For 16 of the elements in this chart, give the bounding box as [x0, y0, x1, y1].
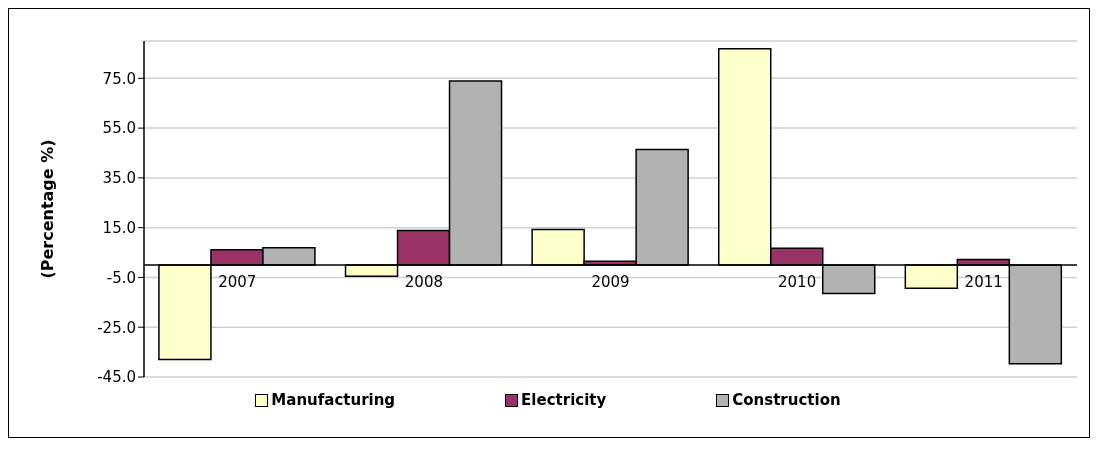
y-axis-title: (Percentage %): [37, 139, 57, 279]
y-tick-label: -5.0: [106, 268, 136, 287]
x-tick-label: 2010: [778, 273, 817, 291]
y-tick-label: 35.0: [102, 169, 136, 188]
x-tick-label: 2009: [591, 273, 630, 291]
legend-label: Construction: [731, 391, 841, 409]
y-tick-label: 15.0: [102, 218, 136, 237]
y-tick-label: -45.0: [97, 368, 136, 387]
x-tick-label: 2007: [218, 273, 257, 291]
legend-label: Manufacturing: [270, 391, 396, 409]
y-tick-label: 75.0: [102, 69, 136, 88]
x-tick-label: 2011: [964, 273, 1003, 291]
legend-label: Electricity: [520, 391, 607, 409]
y-tick-label: 55.0: [102, 119, 136, 138]
x-tick-label: 2008: [404, 273, 443, 291]
y-tick-label: -25.0: [97, 318, 136, 337]
